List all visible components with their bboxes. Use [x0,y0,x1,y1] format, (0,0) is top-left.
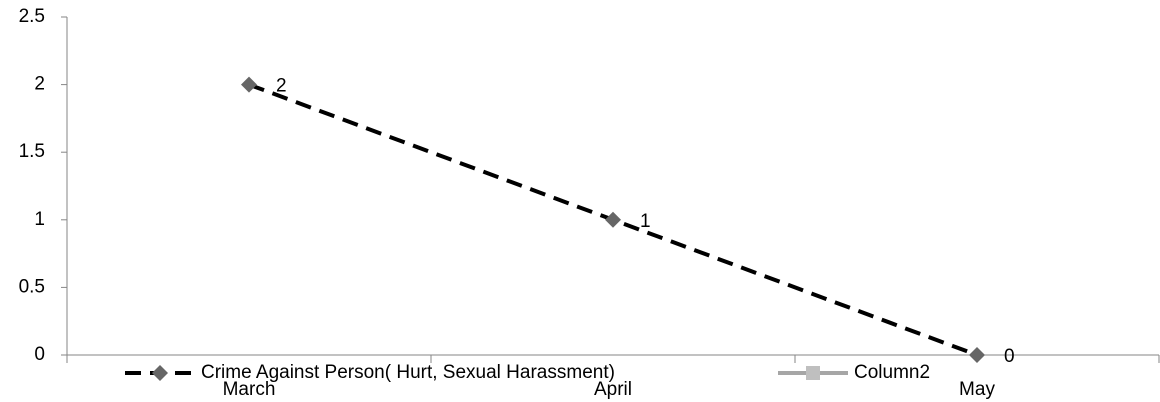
data-label: 1 [640,211,651,232]
x-tick-label: March [223,379,276,400]
legend-label: Column2 [854,362,930,383]
x-tick-label: May [959,379,995,400]
y-tick-label: 2.5 [19,6,45,27]
legend-label: Crime Against Person( Hurt, Sexual Haras… [201,362,615,383]
x-tick-label: April [594,379,632,400]
data-point [605,211,621,228]
y-tick-label: 1 [34,209,45,230]
y-tick-label: 0.5 [19,276,45,297]
data-point [241,76,257,93]
legend-marker [806,366,820,380]
data-point [969,347,985,363]
y-tick-label: 2 [34,74,45,95]
y-tick-label: 0 [34,344,45,365]
data-label: 2 [276,76,287,97]
legend-marker [152,365,168,381]
y-tick-label: 1.5 [19,141,45,162]
data-label: 0 [1004,346,1015,367]
